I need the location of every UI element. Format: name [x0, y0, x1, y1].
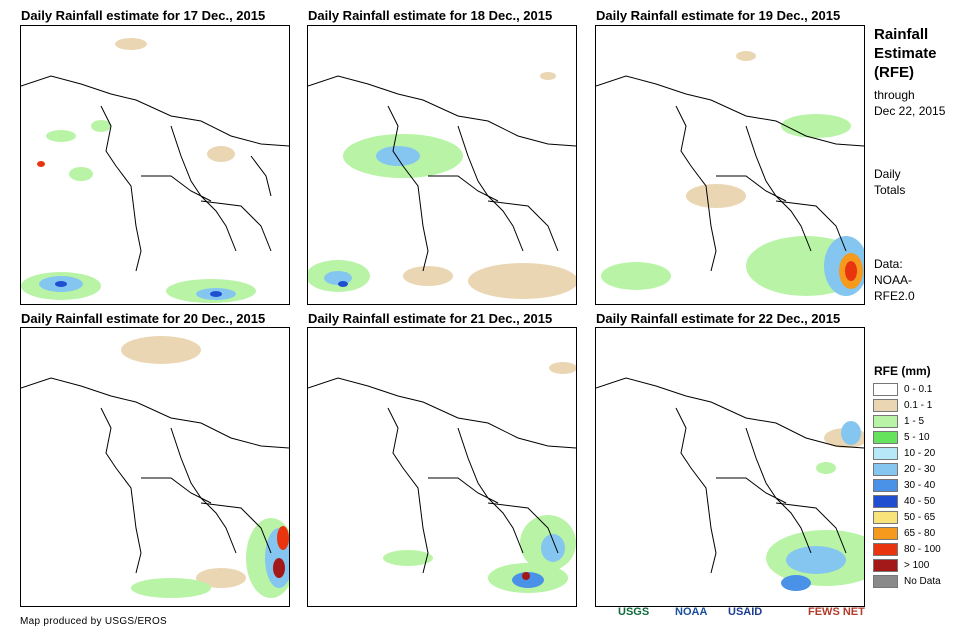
legend-swatch: [873, 574, 898, 588]
sidebar-heading-1: Rainfall: [874, 26, 929, 43]
panel-title-1: Daily Rainfall estimate for 17 Dec., 201…: [21, 8, 266, 23]
panel-title-4: Daily Rainfall estimate for 20 Dec., 201…: [21, 311, 266, 326]
legend-label: 0 - 0.1: [904, 383, 933, 395]
legend-label: 0.1 - 1: [904, 399, 933, 411]
rain-patches: [121, 336, 289, 598]
usgs-logo: USGS: [618, 606, 650, 618]
sidebar-data-2: NOAA-: [874, 273, 913, 287]
legend-label: 30 - 40: [904, 479, 936, 491]
legend-swatch: [873, 446, 898, 460]
map-panel-1: [20, 25, 290, 305]
country-borders: [596, 377, 864, 574]
legend-item: > 100: [873, 557, 941, 573]
rain-patches: [308, 72, 576, 299]
legend-label: 80 - 100: [904, 543, 941, 555]
legend-label: 50 - 65: [904, 511, 936, 523]
legend-swatch: [873, 542, 898, 556]
sidebar-data-3: RFE2.0: [874, 289, 915, 303]
legend-item: 30 - 40: [873, 477, 941, 493]
legend-item: 10 - 20: [873, 445, 941, 461]
country-borders: [308, 377, 576, 574]
country-borders: [308, 75, 576, 272]
legend-item: 80 - 100: [873, 541, 941, 557]
legend-label: No Data: [904, 575, 941, 587]
country-borders: [21, 377, 289, 574]
legend-item: 0 - 0.1: [873, 381, 941, 397]
map-panel-4: [20, 327, 290, 607]
noaa-logo: NOAA: [675, 606, 708, 618]
legend-swatch: [873, 510, 898, 524]
legend-item: 40 - 50: [873, 493, 941, 509]
legend-item: No Data: [873, 573, 941, 589]
rain-patches: [383, 362, 576, 593]
panel-title-2: Daily Rainfall estimate for 18 Dec., 201…: [308, 8, 553, 23]
sidebar-through: through: [874, 88, 915, 102]
map-panel-3: [595, 25, 865, 305]
legend-item: 5 - 10: [873, 429, 941, 445]
legend-item: 1 - 5: [873, 413, 941, 429]
fews-net-logo: FEWS NET: [808, 606, 865, 618]
sidebar-daily-1: Daily: [874, 167, 901, 181]
legend-swatch: [873, 494, 898, 508]
legend-label: 1 - 5: [904, 415, 925, 427]
panel-title-5: Daily Rainfall estimate for 21 Dec., 201…: [308, 311, 553, 326]
rain-patches: [601, 51, 864, 296]
legend-label: 20 - 30: [904, 463, 936, 475]
legend-item: 50 - 65: [873, 509, 941, 525]
legend-item: 0.1 - 1: [873, 397, 941, 413]
legend-swatch: [873, 478, 898, 492]
usaid-logo: USAID: [728, 606, 763, 618]
legend-label: > 100: [904, 559, 930, 571]
legend-swatch: [873, 414, 898, 428]
map-credit: Map produced by USGS/EROS: [20, 616, 168, 627]
legend: 0 - 0.1 0.1 - 1 1 - 5 5 - 10 10 - 20 20 - 30 3…: [873, 381, 941, 589]
legend-label: 5 - 10: [904, 431, 930, 443]
legend-item: 65 - 80: [873, 525, 941, 541]
legend-swatch: [873, 526, 898, 540]
legend-swatch: [873, 430, 898, 444]
panel-title-6: Daily Rainfall estimate for 22 Dec., 201…: [596, 311, 841, 326]
map-panel-6: [595, 327, 865, 607]
sidebar-heading-2: Estimate: [874, 45, 937, 62]
country-borders: [596, 75, 864, 272]
map-panel-5: [307, 327, 577, 607]
legend-swatch: [873, 462, 898, 476]
sidebar-data-1: Data:: [874, 257, 903, 271]
legend-label: 65 - 80: [904, 527, 936, 539]
legend-label: 40 - 50: [904, 495, 936, 507]
legend-label: 10 - 20: [904, 447, 936, 459]
panel-title-3: Daily Rainfall estimate for 19 Dec., 201…: [596, 8, 841, 23]
sidebar-heading-3: (RFE): [874, 64, 914, 81]
sidebar-date: Dec 22, 2015: [874, 104, 946, 118]
legend-swatch: [873, 398, 898, 412]
legend-swatch: [873, 558, 898, 572]
legend-title: RFE (mm): [874, 364, 931, 378]
country-borders: [21, 75, 289, 272]
legend-item: 20 - 30: [873, 461, 941, 477]
rain-patches: [21, 38, 256, 303]
map-panel-2: [307, 25, 577, 305]
rain-patches: [766, 421, 864, 591]
sidebar-daily-2: Totals: [874, 183, 906, 197]
legend-swatch: [873, 382, 898, 396]
